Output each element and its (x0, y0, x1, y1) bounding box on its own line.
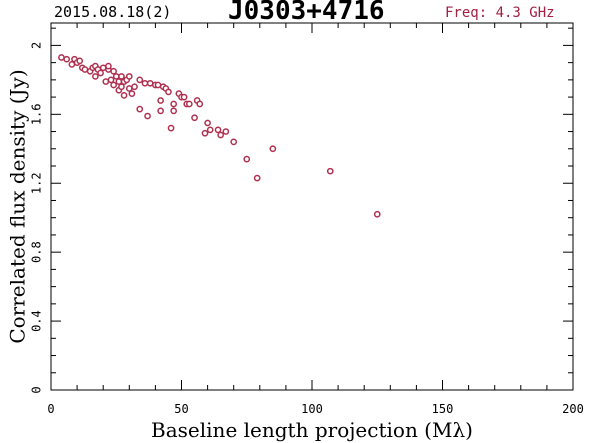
data-point (110, 81, 117, 89)
data-point (222, 128, 230, 135)
data-point (118, 73, 125, 80)
data-point (58, 54, 65, 61)
data-point (99, 64, 107, 72)
data-point (170, 100, 178, 108)
data-point (157, 97, 164, 104)
data-point (243, 155, 251, 163)
axis-ticks (50, 23, 574, 391)
data-points (58, 54, 381, 218)
data-point (165, 88, 172, 96)
x-tick-label: 50 (174, 402, 188, 416)
y-tick-label: 0 (30, 386, 44, 393)
data-point (170, 107, 178, 115)
data-point (230, 138, 238, 146)
data-point (115, 78, 123, 85)
data-point (112, 73, 120, 80)
data-point (167, 124, 175, 132)
data-point (118, 83, 125, 91)
y-tick-label: 0.4 (30, 310, 44, 332)
data-point (81, 66, 89, 73)
data-point (180, 93, 188, 101)
data-point (154, 81, 162, 89)
data-point (204, 119, 211, 127)
data-point (141, 79, 149, 87)
frequency-label: Freq: 4.3 GHz (445, 5, 555, 21)
data-point (128, 90, 136, 97)
data-point (185, 100, 193, 108)
data-point (76, 57, 84, 65)
data-point (214, 126, 222, 134)
data-point (97, 69, 104, 77)
data-point (253, 174, 261, 182)
y-tick-label: 1.2 (30, 172, 44, 194)
data-point (63, 55, 71, 63)
x-tick-label: 100 (301, 402, 323, 416)
y-axis-label: Correlated flux density (Jy) (6, 69, 30, 343)
data-point (92, 73, 99, 80)
data-point (191, 114, 198, 122)
data-point (131, 83, 138, 91)
data-point (201, 129, 209, 137)
data-point (125, 73, 133, 80)
data-point (217, 131, 224, 139)
data-point (136, 105, 144, 113)
data-point (269, 145, 277, 153)
x-tick-label: 200 (562, 402, 584, 416)
data-point (196, 100, 204, 108)
source-title: J0303+4716 (228, 0, 385, 26)
data-point (110, 67, 117, 75)
data-point (157, 107, 164, 115)
x-tick-label: 0 (47, 402, 54, 416)
data-point (102, 78, 110, 85)
x-axis-label: Baseline length projection (Mλ) (151, 418, 473, 442)
data-point (120, 92, 128, 99)
data-point (326, 167, 334, 175)
x-tick-label: 150 (432, 402, 454, 416)
data-point (136, 76, 144, 84)
y-tick-label: 2 (30, 42, 44, 49)
data-point (146, 79, 154, 87)
data-point (107, 76, 115, 84)
axis-tick-labels: 0 50 100 150 200 0 0.4 0.8 1.2 1.6 2 (30, 42, 584, 416)
y-tick-label: 1.6 (30, 103, 44, 125)
observation-date: 2015.08.18(2) (54, 3, 172, 21)
data-point (206, 126, 214, 134)
data-point (125, 85, 133, 92)
data-point (144, 112, 151, 120)
y-tick-label: 0.8 (30, 241, 44, 263)
data-point (68, 61, 76, 68)
data-point (373, 210, 381, 218)
data-point (105, 62, 112, 70)
